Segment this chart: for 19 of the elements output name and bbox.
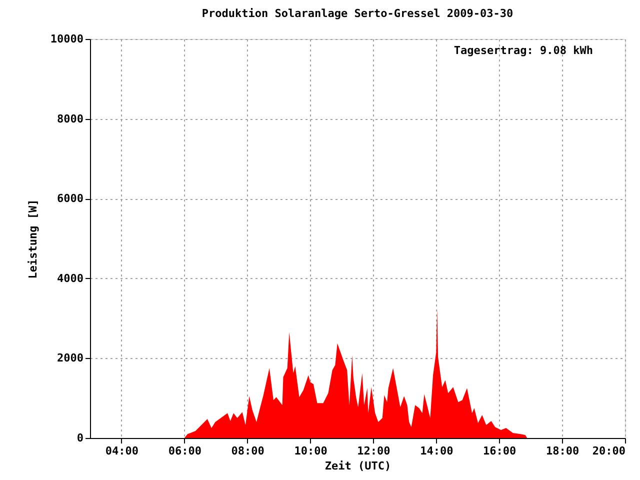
y-tick-label: 4000 <box>57 272 84 285</box>
x-tick-label: 14:00 <box>420 444 454 458</box>
chart-title: Produktion Solaranlage Serto-Gressel 2009-03-30 <box>202 7 514 20</box>
x-tick-label: 04:00 <box>105 444 139 458</box>
y-tick-label: 6000 <box>57 192 84 206</box>
y-tick-label: 0 <box>76 432 84 444</box>
x-tick-label: 12:00 <box>357 444 390 458</box>
y-tick-label: 10000 <box>50 32 84 46</box>
y-axis-title: Leistung [W] <box>26 199 40 279</box>
x-tick-label: 20:00 <box>592 444 626 458</box>
x-axis-title: Zeit (UTC) <box>324 460 392 472</box>
x-tick-label: 08:00 <box>231 444 264 458</box>
x-tick-label: 10:00 <box>294 444 328 458</box>
x-tick-label: 18:00 <box>546 444 580 458</box>
x-tick-label: 06:00 <box>168 444 202 458</box>
y-tick-label: 8000 <box>57 112 84 126</box>
x-tick-label: 16:00 <box>483 444 516 458</box>
y-tick-label: 2000 <box>57 352 84 365</box>
annotation: Tagesertrag: 9.08 kWh <box>454 44 593 57</box>
